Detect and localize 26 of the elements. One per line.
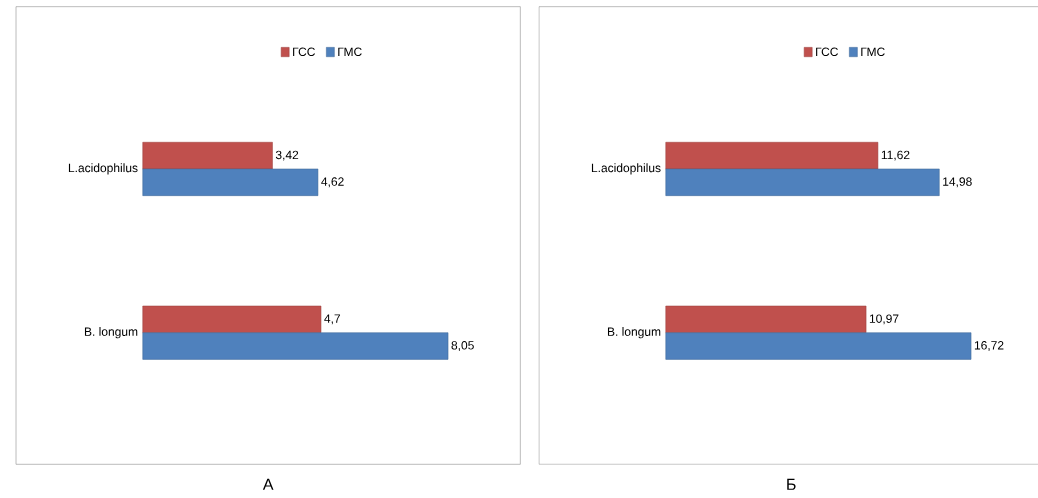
text: Б <box>787 478 796 490</box>
data-label: 10,97 <box>869 314 899 325</box>
bar <box>142 332 449 360</box>
data-label: 14,98 <box>943 177 972 188</box>
bar <box>665 142 879 170</box>
bar <box>665 305 867 334</box>
data-label: 16,72 <box>974 341 1004 352</box>
legend-label: ГСС <box>293 47 315 57</box>
bar <box>142 168 319 197</box>
legend-label: ГСС <box>816 47 838 57</box>
y-tick-label: B. longum <box>84 327 138 339</box>
data-label: 11,62 <box>881 150 910 161</box>
bar <box>665 168 940 197</box>
text: А <box>262 478 274 490</box>
y-tick-label: B. longum <box>607 327 661 339</box>
y-tick-label: L.acidophilus <box>591 163 661 175</box>
bar <box>665 332 972 360</box>
bar <box>142 305 322 334</box>
legend-label: ГМС <box>861 47 885 57</box>
bar <box>142 142 273 170</box>
data-label: 4,7 <box>324 314 341 325</box>
legend-label: ГМС <box>338 47 362 57</box>
data-label: 8,05 <box>451 341 474 352</box>
data-label: 4,62 <box>321 177 344 188</box>
y-tick-label: L.acidophilus <box>68 163 138 175</box>
data-label: 3,42 <box>275 150 299 161</box>
